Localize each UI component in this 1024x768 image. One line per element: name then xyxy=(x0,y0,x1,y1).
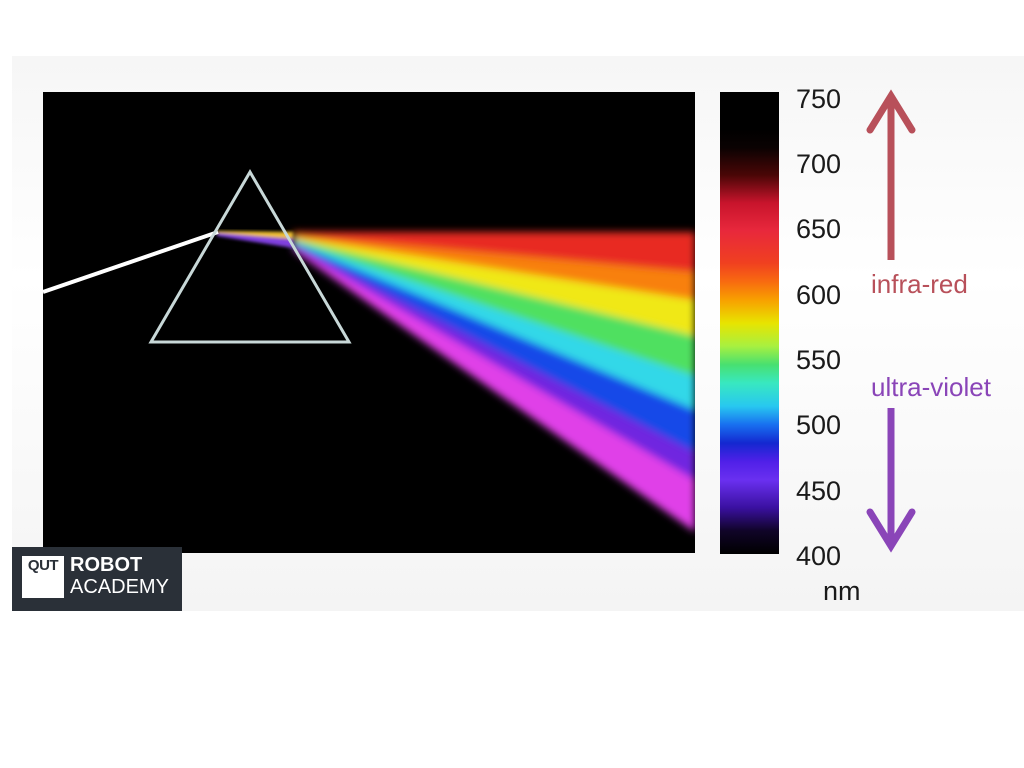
arrow-up-icon xyxy=(866,89,916,260)
tick-label: 750 xyxy=(796,84,842,114)
tick-label: 650 xyxy=(796,214,842,244)
prism xyxy=(148,169,352,344)
tick-label: 400 xyxy=(796,541,842,571)
tick-label: 500 xyxy=(796,410,842,440)
arrow-down-icon xyxy=(866,408,916,553)
ultraviolet-label: ultra-violet xyxy=(871,372,991,402)
tick-label: 450 xyxy=(796,476,842,506)
logo-mark-text: QUT xyxy=(22,557,64,574)
internal-upper xyxy=(217,231,293,239)
tick-label: 700 xyxy=(796,149,842,179)
arrow-up-head xyxy=(866,89,916,134)
spectrum-fan xyxy=(293,232,695,532)
logo-mark: QUT xyxy=(22,556,64,598)
arrow-down-head xyxy=(866,508,916,553)
qut-robot-academy-logo: QUT ROBOT ACADEMY xyxy=(12,547,182,611)
internal-lower xyxy=(217,233,293,248)
wavelength-spectrum-bar xyxy=(720,92,779,554)
band-magenta xyxy=(293,247,695,532)
prism-illustration xyxy=(43,92,695,553)
logo-line-robot: ROBOT xyxy=(70,554,143,576)
prism-svg xyxy=(43,169,695,532)
logo-line-academy: ACADEMY xyxy=(70,576,169,598)
internal-dispersion xyxy=(217,231,293,248)
tick-label: 550 xyxy=(796,345,842,375)
infrared-label: infra-red xyxy=(871,269,968,299)
unit-label: nm xyxy=(823,576,861,606)
tick-label: 600 xyxy=(796,280,842,310)
white-light-beam xyxy=(43,230,219,294)
